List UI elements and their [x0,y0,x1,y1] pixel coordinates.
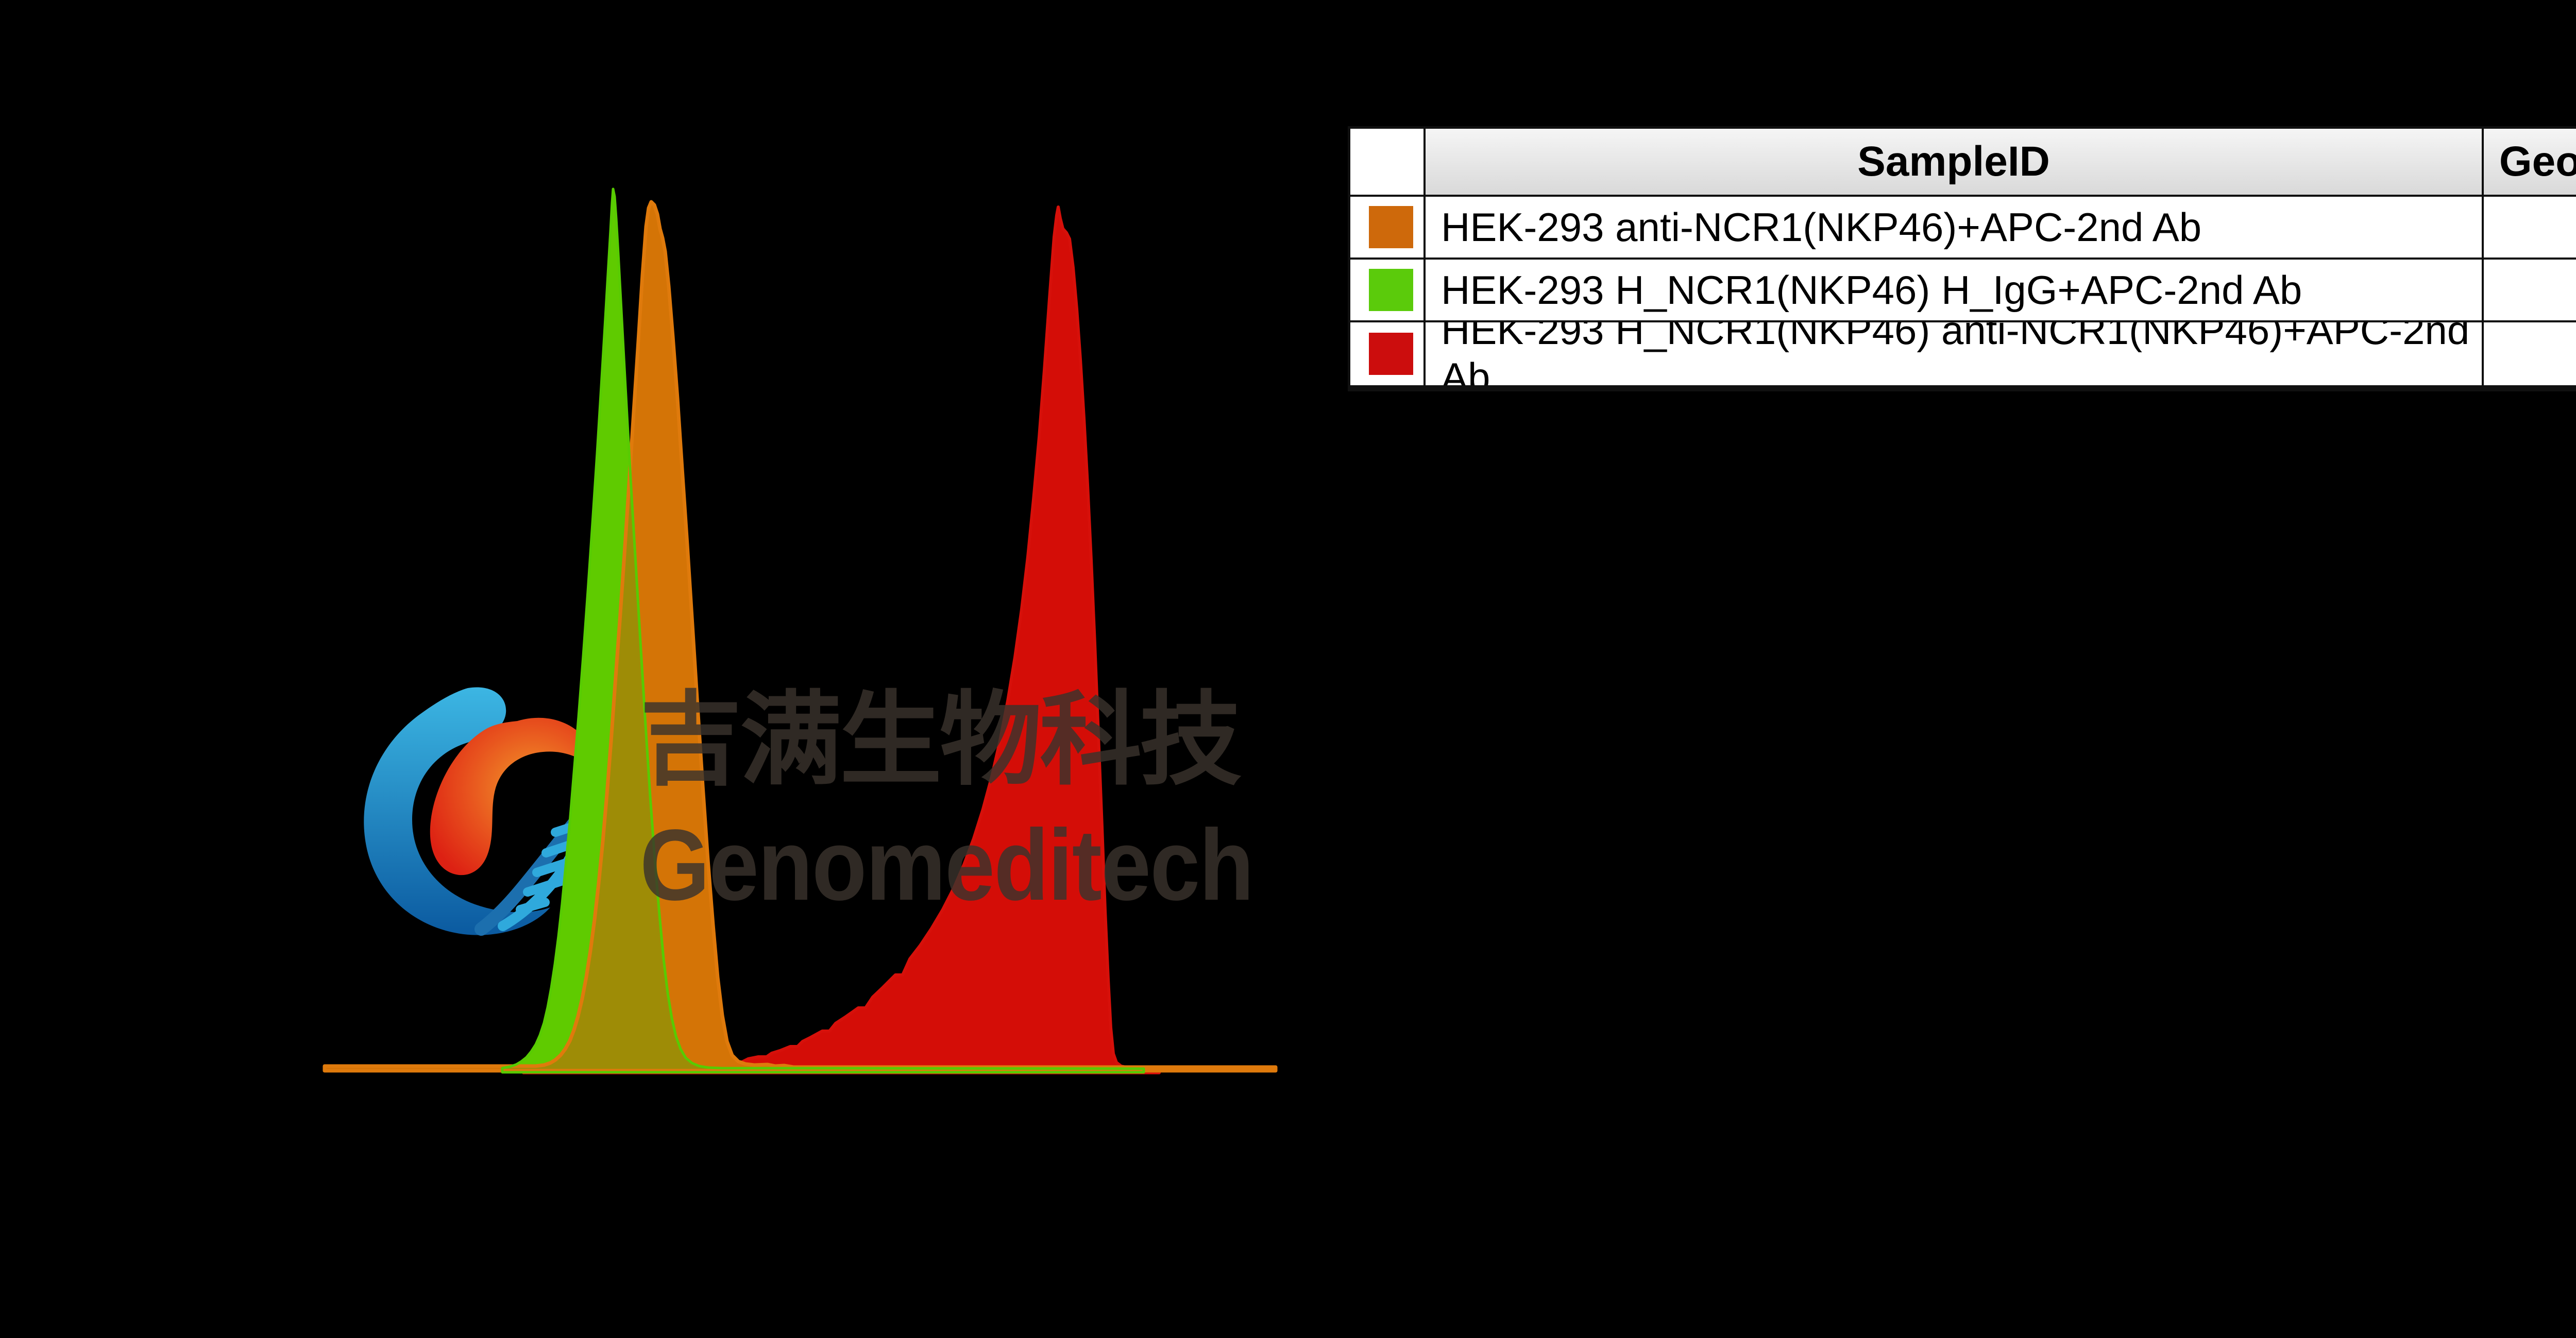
table-row-2-sample-id: HEK-293 H_NCR1(NKP46) H_IgG+APC-2nd Ab [1426,260,2484,322]
series-swatch-orange [1369,206,1413,248]
table-header-swatch-column [1350,129,1426,197]
histogram-series-red [522,205,1161,1074]
table-row-1-swatch-cell [1350,197,1426,260]
watermark-cjk-text: 吉满生物科技 [640,683,1242,797]
histogram-series-orange-fill [325,202,1276,1071]
series-swatch-green [1369,269,1413,311]
table-header-geometric-mean: Geometric Mean : RL1-H [2484,129,2576,197]
table-row-1-sample-id: HEK-293 anti-NCR1(NKP46)+APC-2nd Ab [1426,197,2484,260]
watermark-latin-text: Genomeditech [640,809,1254,921]
table-row-3-swatch-cell [1350,322,1426,385]
table-row-1-geometric-mean: 169 [2484,197,2576,260]
series-swatch-red [1369,333,1413,375]
histogram-layers [323,187,1278,1074]
table-row-2-geometric-mean: 82.4 [2484,260,2576,322]
table-row-3-sample-id: HEK-293 H_NCR1(NKP46) anti-NCR1(NKP46)+A… [1426,322,2484,385]
genomeditech-logo-icon [364,687,602,936]
stats-table: SampleID Geometric Mean : RL1-H HEK-293 … [1348,126,2576,391]
table-header-sample-id: SampleID [1426,129,2484,197]
histogram-series-orange-outline [323,200,1278,1073]
logo-red-swirl [430,717,596,876]
logo-blue-swirl [364,687,550,935]
histogram-series-green-outline [501,187,1145,1074]
table-row-3-geometric-mean: 60067 [2484,322,2576,385]
table-row-2-swatch-cell [1350,260,1426,322]
